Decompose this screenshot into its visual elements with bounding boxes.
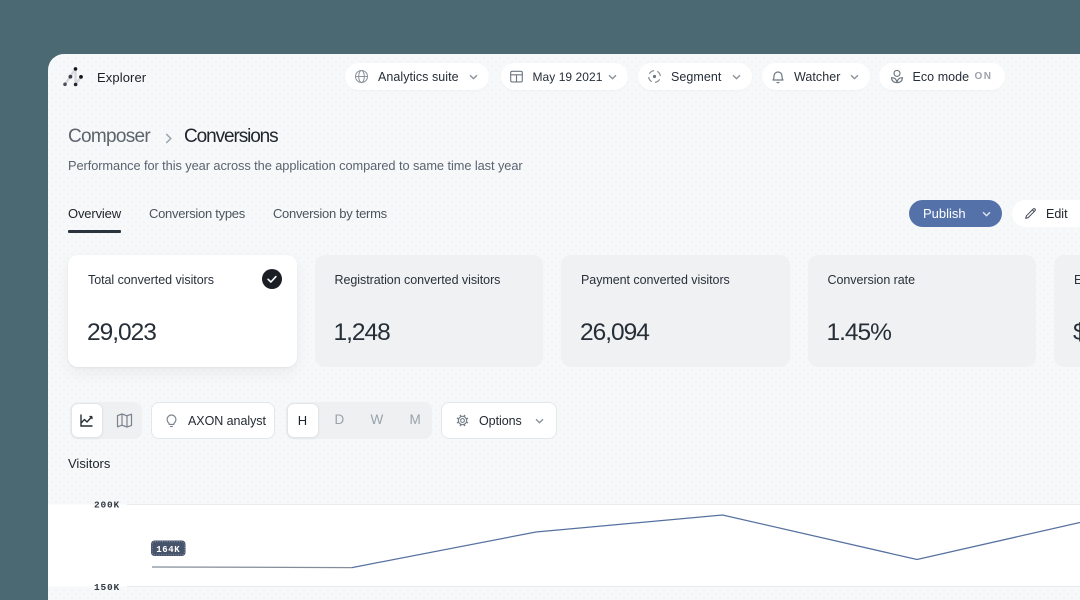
- svg-text:200K: 200K: [94, 500, 120, 511]
- svg-text:164K: 164K: [156, 545, 180, 555]
- svg-text:150K: 150K: [94, 582, 120, 593]
